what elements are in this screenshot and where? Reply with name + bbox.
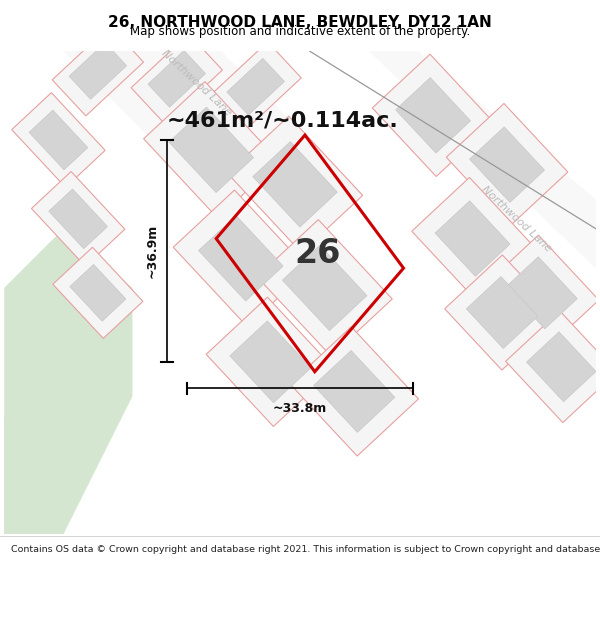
Polygon shape: [29, 110, 88, 170]
Text: Northwood Lane: Northwood Lane: [480, 184, 554, 254]
Polygon shape: [446, 104, 568, 226]
Text: ~33.8m: ~33.8m: [273, 402, 327, 415]
Polygon shape: [506, 311, 600, 422]
Polygon shape: [395, 78, 470, 153]
Polygon shape: [257, 219, 392, 356]
Polygon shape: [148, 51, 206, 108]
Polygon shape: [466, 277, 538, 349]
Text: 26, NORTHWOOD LANE, BEWDLEY, DY12 1AN: 26, NORTHWOOD LANE, BEWDLEY, DY12 1AN: [108, 16, 492, 31]
Polygon shape: [143, 82, 279, 218]
Polygon shape: [49, 189, 107, 249]
Polygon shape: [69, 42, 127, 99]
Text: ~36.9m: ~36.9m: [146, 224, 159, 278]
Text: ~461m²/~0.114ac.: ~461m²/~0.114ac.: [167, 110, 398, 130]
Polygon shape: [173, 190, 308, 326]
Polygon shape: [52, 26, 143, 116]
Polygon shape: [4, 229, 133, 534]
Polygon shape: [12, 92, 105, 188]
Polygon shape: [290, 327, 418, 456]
Polygon shape: [4, 416, 58, 534]
Polygon shape: [445, 255, 560, 370]
Polygon shape: [64, 51, 359, 189]
Polygon shape: [527, 332, 596, 402]
Polygon shape: [199, 216, 283, 301]
Polygon shape: [230, 321, 311, 402]
Polygon shape: [227, 58, 284, 115]
Polygon shape: [283, 245, 367, 331]
Polygon shape: [470, 127, 545, 202]
Polygon shape: [70, 264, 126, 321]
Text: Northwood Lane: Northwood Lane: [160, 48, 233, 118]
Polygon shape: [131, 34, 223, 124]
Polygon shape: [373, 54, 494, 176]
Polygon shape: [435, 201, 510, 276]
Polygon shape: [31, 171, 125, 266]
Polygon shape: [253, 142, 337, 227]
Text: Map shows position and indicative extent of the property.: Map shows position and indicative extent…: [130, 26, 470, 39]
Polygon shape: [210, 42, 301, 132]
Text: Contains OS data © Crown copyright and database right 2021. This information is : Contains OS data © Crown copyright and d…: [11, 545, 600, 554]
Polygon shape: [484, 235, 599, 351]
Text: 26: 26: [295, 237, 341, 270]
Polygon shape: [227, 116, 363, 253]
Polygon shape: [506, 257, 577, 329]
Polygon shape: [169, 107, 254, 192]
Polygon shape: [53, 248, 143, 338]
Polygon shape: [412, 177, 533, 300]
Polygon shape: [369, 51, 596, 268]
Polygon shape: [314, 351, 395, 432]
Polygon shape: [206, 298, 335, 426]
